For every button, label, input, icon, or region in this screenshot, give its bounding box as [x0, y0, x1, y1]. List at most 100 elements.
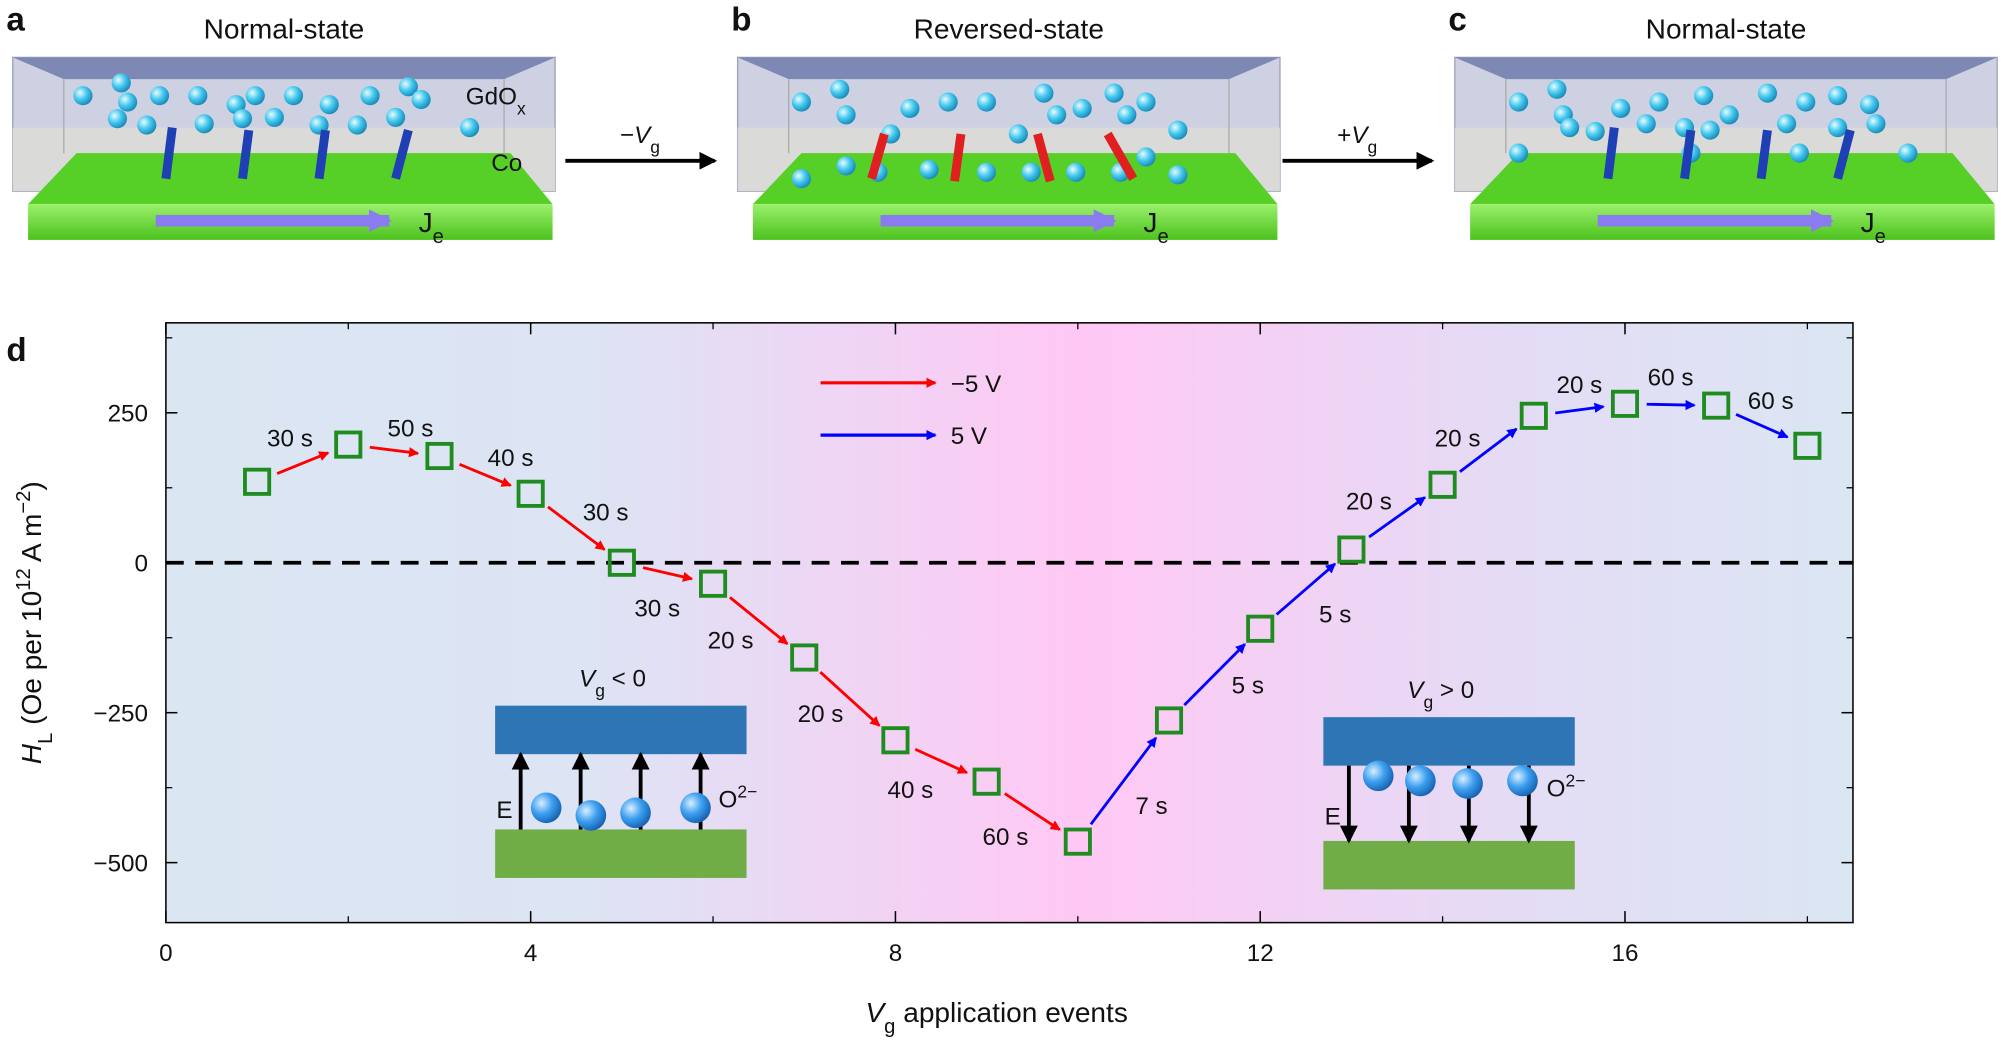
data-point: [972, 767, 1001, 796]
oxygen-ion: [620, 797, 651, 829]
y-axis-label-part: L: [35, 733, 57, 744]
data-point: [1246, 614, 1275, 643]
panel-title: Normal-state: [1646, 13, 1807, 44]
plot-background: [165, 322, 1853, 923]
y-tick-label: 0: [135, 551, 148, 578]
data-point: [1428, 470, 1457, 499]
step-arrow: [642, 566, 694, 582]
x-axis-label: Vg application events: [865, 997, 1127, 1038]
oxygen-ion: [1560, 118, 1580, 138]
oxygen-ion: [347, 115, 367, 135]
current-label: Je: [419, 207, 444, 248]
inset-field-label: E: [496, 797, 512, 824]
oxygen-ion: [919, 160, 939, 180]
step-duration: 30 s: [634, 596, 680, 623]
transition-label-part: V: [1351, 122, 1370, 149]
oxygen-ion: [1021, 162, 1041, 182]
data-point: [699, 569, 728, 598]
oxygen-ion: [791, 92, 811, 112]
data-point: [334, 430, 363, 459]
oxygen-ion: [245, 86, 265, 106]
oxygen-ion: [1649, 92, 1669, 112]
inset-ion-label-part: O: [1547, 775, 1566, 802]
metal-label: Co: [491, 150, 522, 177]
step-duration: 40 s: [888, 777, 934, 804]
gate-electrode: [1323, 717, 1575, 766]
x-tick-label: 0: [159, 940, 172, 967]
legend-label: −5 V: [951, 371, 1002, 398]
oxygen-ion: [107, 109, 127, 129]
step-arrow: [458, 462, 512, 487]
oxide-label-part: x: [517, 99, 526, 119]
current-label: Je: [1143, 207, 1168, 248]
oxygen-ion: [938, 92, 958, 112]
magnetization-arrow: [1833, 129, 1855, 180]
data-point: [1154, 706, 1184, 735]
step-duration: 20 s: [708, 628, 754, 655]
step-duration: 20 s: [1346, 489, 1392, 516]
step-arrow: [1275, 562, 1336, 616]
magnetization-arrow: [867, 132, 889, 180]
oxygen-ion: [73, 86, 93, 106]
oxygen-ion: [1777, 114, 1797, 134]
gate-electrode: [495, 705, 747, 755]
magnetization-arrow: [1756, 129, 1772, 180]
magnetization-arrow: [1033, 132, 1055, 183]
oxygen-ion: [1072, 98, 1092, 119]
transition-label: +Vg: [1337, 122, 1377, 157]
oxygen-ion: [836, 105, 856, 125]
inset-diagram: [495, 705, 747, 878]
step-arrow: [914, 747, 969, 774]
oxygen-ion: [1509, 143, 1529, 163]
oxygen-ion: [1700, 120, 1720, 140]
data-point: [516, 479, 545, 508]
oxygen-ion: [1117, 105, 1137, 125]
oxygen-ion: [1168, 165, 1188, 185]
inset-condition: Vg > 0: [1407, 677, 1474, 712]
magnetization-arrow: [1680, 129, 1696, 180]
oxygen-ion: [976, 92, 997, 112]
panel-label: d: [6, 332, 26, 369]
data-point: [1337, 535, 1366, 564]
panel-label: a: [6, 2, 25, 39]
magnetization-arrow: [161, 127, 177, 180]
magnetization-arrow: [238, 129, 254, 180]
oxygen-ion: [1859, 95, 1880, 115]
y-tick-label: −500: [93, 851, 148, 878]
top-face: [1454, 57, 1998, 80]
oxygen-ion: [1585, 121, 1605, 142]
oxygen-ion: [575, 800, 607, 831]
step-duration: 60 s: [1648, 365, 1694, 392]
oxygen-ion: [309, 115, 329, 135]
inset-condition-part: V: [1407, 677, 1426, 704]
x-axis-label-part: application events: [895, 997, 1127, 1028]
step-arrow: [369, 445, 420, 458]
step-arrow: [1183, 643, 1246, 707]
step-arrow: [1003, 792, 1061, 831]
oxygen-ion: [836, 156, 856, 176]
step-duration: 5 s: [1319, 601, 1351, 628]
oxygen-ion: [398, 77, 418, 97]
inset-ion-label-part: O: [718, 787, 737, 814]
inset-diagram: [1323, 717, 1575, 890]
oxygen-ion: [680, 792, 711, 824]
oxygen-ion: [194, 114, 214, 134]
magnetic-layer: [1323, 840, 1575, 890]
x-tick-label: 16: [1611, 940, 1638, 967]
inset-field-label: E: [1325, 803, 1341, 830]
step-duration: 30 s: [583, 500, 629, 527]
step-arrow: [276, 451, 330, 475]
step-duration: 20 s: [1556, 372, 1602, 399]
step-duration: 40 s: [488, 445, 534, 472]
inset-ion-label-part: 2−: [737, 782, 757, 802]
oxygen-ion: [188, 86, 208, 106]
data-point: [1519, 401, 1548, 430]
data-point: [607, 548, 636, 577]
inset-condition-part: g: [1423, 692, 1433, 712]
data-point: [1702, 391, 1731, 420]
step-duration: 30 s: [267, 426, 313, 453]
inset-condition-part: g: [595, 681, 605, 701]
x-tick-label: 12: [1247, 940, 1274, 967]
schematic-panel: a Normal-state GdOx Co Je: [6, 2, 556, 248]
oxygen-ion: [264, 107, 284, 127]
